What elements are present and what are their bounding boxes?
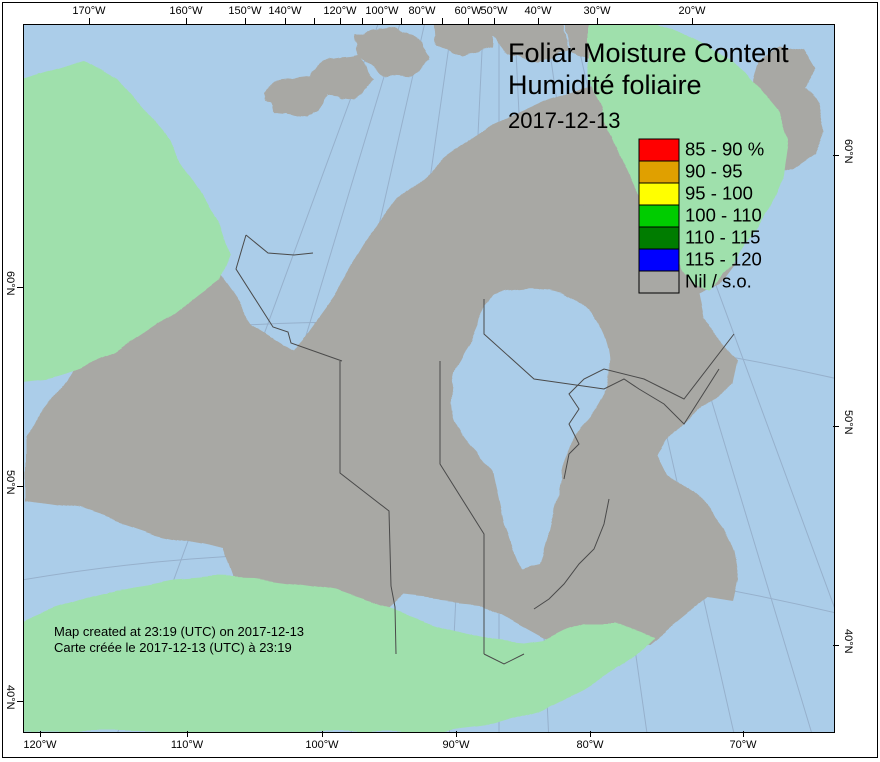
svg-text:100 - 110: 100 - 110 <box>685 205 762 226</box>
svg-text:2017-12-13: 2017-12-13 <box>508 108 621 133</box>
svg-text:90 - 95: 90 - 95 <box>685 161 743 182</box>
svg-text:Foliar Moisture Content: Foliar Moisture Content <box>508 38 789 68</box>
svg-text:95 - 100: 95 - 100 <box>685 183 753 204</box>
svg-text:85 - 90 %: 85 - 90 % <box>685 139 764 160</box>
svg-text:115 - 120: 115 - 120 <box>685 249 762 270</box>
svg-text:Map created at 23:19 (UTC) on: Map created at 23:19 (UTC) on 2017-12-13 <box>54 624 304 639</box>
svg-text:Humidité foliaire: Humidité foliaire <box>508 70 702 100</box>
svg-text:Nil / s.o.: Nil / s.o. <box>685 271 752 292</box>
svg-text:Carte créée le 2017-12-13 (UTC: Carte créée le 2017-12-13 (UTC) à 23:19 <box>54 640 292 655</box>
svg-text:110 - 115: 110 - 115 <box>685 227 760 248</box>
